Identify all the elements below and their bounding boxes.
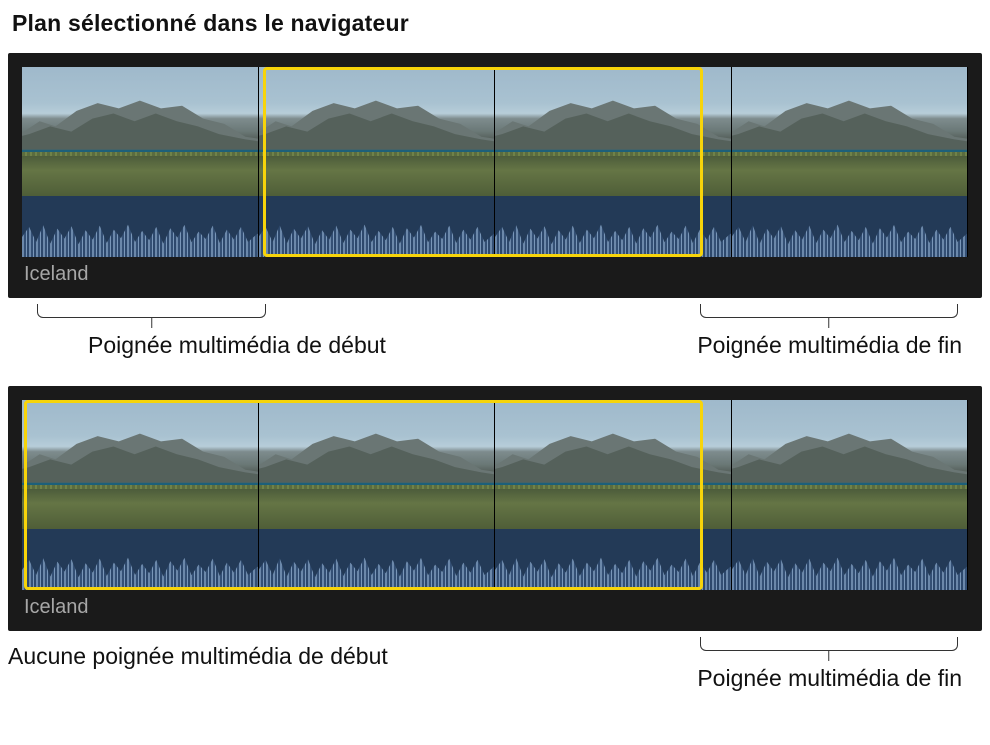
label-start-handle-1: Poignée multimédia de début — [88, 332, 386, 359]
clip-block-2: Iceland — [8, 386, 982, 631]
bracket-end-handle-2 — [700, 637, 958, 651]
clip-frame[interactable] — [22, 67, 259, 257]
filmstrip-2[interactable] — [22, 400, 968, 590]
clip-frame[interactable] — [259, 400, 496, 590]
page-title: Plan sélectionné dans le navigateur — [12, 10, 982, 37]
clip-frame[interactable] — [22, 400, 259, 590]
clip-frame[interactable] — [732, 67, 969, 257]
label-no-start-handle-2: Aucune poignée multimédia de début — [8, 643, 388, 670]
clip-frame[interactable] — [495, 67, 732, 257]
bracket-start-handle-1 — [37, 304, 266, 318]
bracket-end-handle-1 — [700, 304, 958, 318]
clip-frame[interactable] — [259, 67, 496, 257]
label-end-handle-1: Poignée multimédia de fin — [697, 332, 962, 359]
filmstrip-1[interactable] — [22, 67, 968, 257]
clip-name-label-1: Iceland — [22, 257, 968, 288]
label-end-handle-2: Poignée multimédia de fin — [697, 665, 962, 692]
callout-row-1: Poignée multimédia de début Poignée mult… — [8, 304, 982, 368]
callout-row-2: Aucune poignée multimédia de début Poign… — [8, 637, 982, 701]
clip-frame[interactable] — [732, 400, 969, 590]
clip-frame[interactable] — [495, 400, 732, 590]
clip-block-1: Iceland — [8, 53, 982, 298]
clip-name-label-2: Iceland — [22, 590, 968, 621]
